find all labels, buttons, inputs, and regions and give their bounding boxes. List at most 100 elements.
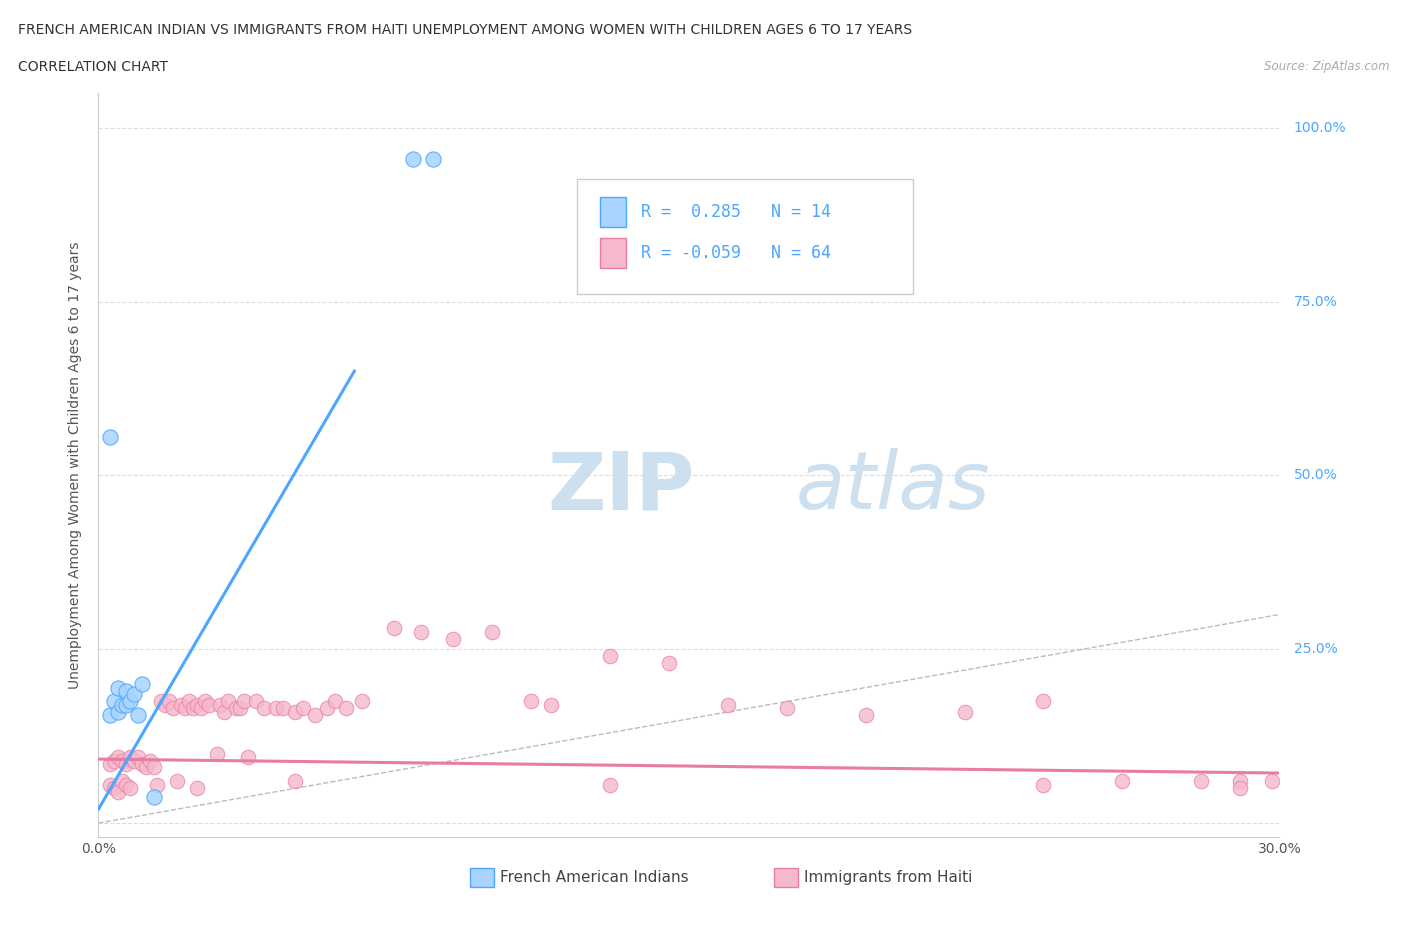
Point	[107, 750, 129, 764]
Point	[481, 624, 503, 639]
Point	[127, 750, 149, 764]
Point	[118, 750, 141, 764]
Point	[284, 774, 307, 789]
Point	[122, 687, 145, 702]
FancyBboxPatch shape	[600, 238, 626, 268]
Point	[422, 152, 444, 166]
Text: 50.0%: 50.0%	[1294, 469, 1337, 483]
Point	[127, 708, 149, 723]
Point	[292, 701, 315, 716]
Point	[174, 701, 197, 716]
Point	[194, 694, 217, 709]
Text: CORRELATION CHART: CORRELATION CHART	[18, 60, 169, 74]
Point	[236, 750, 259, 764]
Point	[111, 774, 134, 789]
Point	[177, 694, 200, 709]
Point	[157, 694, 180, 709]
Point	[115, 777, 138, 792]
Text: R = -0.059   N = 64: R = -0.059 N = 64	[641, 244, 831, 262]
Point	[225, 701, 247, 716]
Point	[273, 701, 295, 716]
Point	[520, 694, 543, 709]
Text: atlas: atlas	[796, 448, 990, 526]
FancyBboxPatch shape	[600, 197, 626, 227]
Point	[190, 701, 212, 716]
Point	[1111, 774, 1133, 789]
Point	[1260, 774, 1282, 789]
Point	[98, 430, 121, 445]
Point	[540, 698, 562, 712]
Text: FRENCH AMERICAN INDIAN VS IMMIGRANTS FROM HAITI UNEMPLOYMENT AMONG WOMEN WITH CH: FRENCH AMERICAN INDIAN VS IMMIGRANTS FRO…	[18, 23, 912, 37]
Text: Immigrants from Haiti: Immigrants from Haiti	[803, 870, 972, 884]
Text: 100.0%: 100.0%	[1294, 121, 1347, 135]
Point	[441, 631, 464, 646]
Point	[122, 753, 145, 768]
Point	[150, 694, 173, 709]
Point	[229, 701, 252, 716]
Point	[98, 777, 121, 792]
Point	[323, 694, 346, 709]
Point	[335, 701, 357, 716]
Point	[115, 684, 138, 698]
Point	[855, 708, 877, 723]
Point	[599, 649, 621, 664]
Text: Source: ZipAtlas.com: Source: ZipAtlas.com	[1264, 60, 1389, 73]
Point	[166, 774, 188, 789]
Point	[146, 777, 169, 792]
Text: ZIP: ZIP	[547, 448, 695, 526]
Point	[245, 694, 267, 709]
Point	[118, 781, 141, 796]
Point	[162, 701, 184, 716]
Text: 75.0%: 75.0%	[1294, 295, 1337, 309]
FancyBboxPatch shape	[773, 869, 797, 887]
Point	[411, 624, 433, 639]
Point	[131, 677, 153, 692]
Point	[103, 753, 125, 768]
Point	[135, 760, 157, 775]
Point	[304, 708, 326, 723]
Point	[155, 698, 177, 712]
Point	[107, 680, 129, 695]
Point	[658, 656, 681, 671]
FancyBboxPatch shape	[471, 869, 494, 887]
Point	[1189, 774, 1212, 789]
Point	[170, 698, 193, 712]
Point	[209, 698, 232, 712]
Point	[1032, 777, 1054, 792]
Text: French American Indians: French American Indians	[501, 870, 689, 884]
Point	[253, 701, 276, 716]
Point	[115, 698, 138, 712]
Point	[205, 746, 228, 761]
Point	[115, 756, 138, 771]
Point	[103, 694, 125, 709]
Point	[1229, 781, 1251, 796]
Point	[98, 708, 121, 723]
Point	[284, 704, 307, 719]
Point	[352, 694, 374, 709]
Text: R =  0.285   N = 14: R = 0.285 N = 14	[641, 203, 831, 221]
Point	[402, 152, 425, 166]
Point	[98, 756, 121, 771]
Point	[181, 701, 204, 716]
Point	[186, 698, 208, 712]
Point	[131, 756, 153, 771]
FancyBboxPatch shape	[576, 179, 914, 294]
Point	[599, 777, 621, 792]
Point	[142, 790, 165, 804]
Point	[138, 753, 160, 768]
Point	[197, 698, 219, 712]
Point	[1229, 774, 1251, 789]
Point	[953, 704, 976, 719]
Point	[103, 781, 125, 796]
Point	[111, 698, 134, 712]
Text: 25.0%: 25.0%	[1294, 643, 1337, 657]
Point	[107, 704, 129, 719]
Point	[142, 760, 165, 775]
Point	[214, 704, 236, 719]
Point	[717, 698, 740, 712]
Point	[315, 701, 337, 716]
Point	[107, 784, 129, 799]
Point	[217, 694, 239, 709]
Point	[264, 701, 287, 716]
Point	[233, 694, 256, 709]
